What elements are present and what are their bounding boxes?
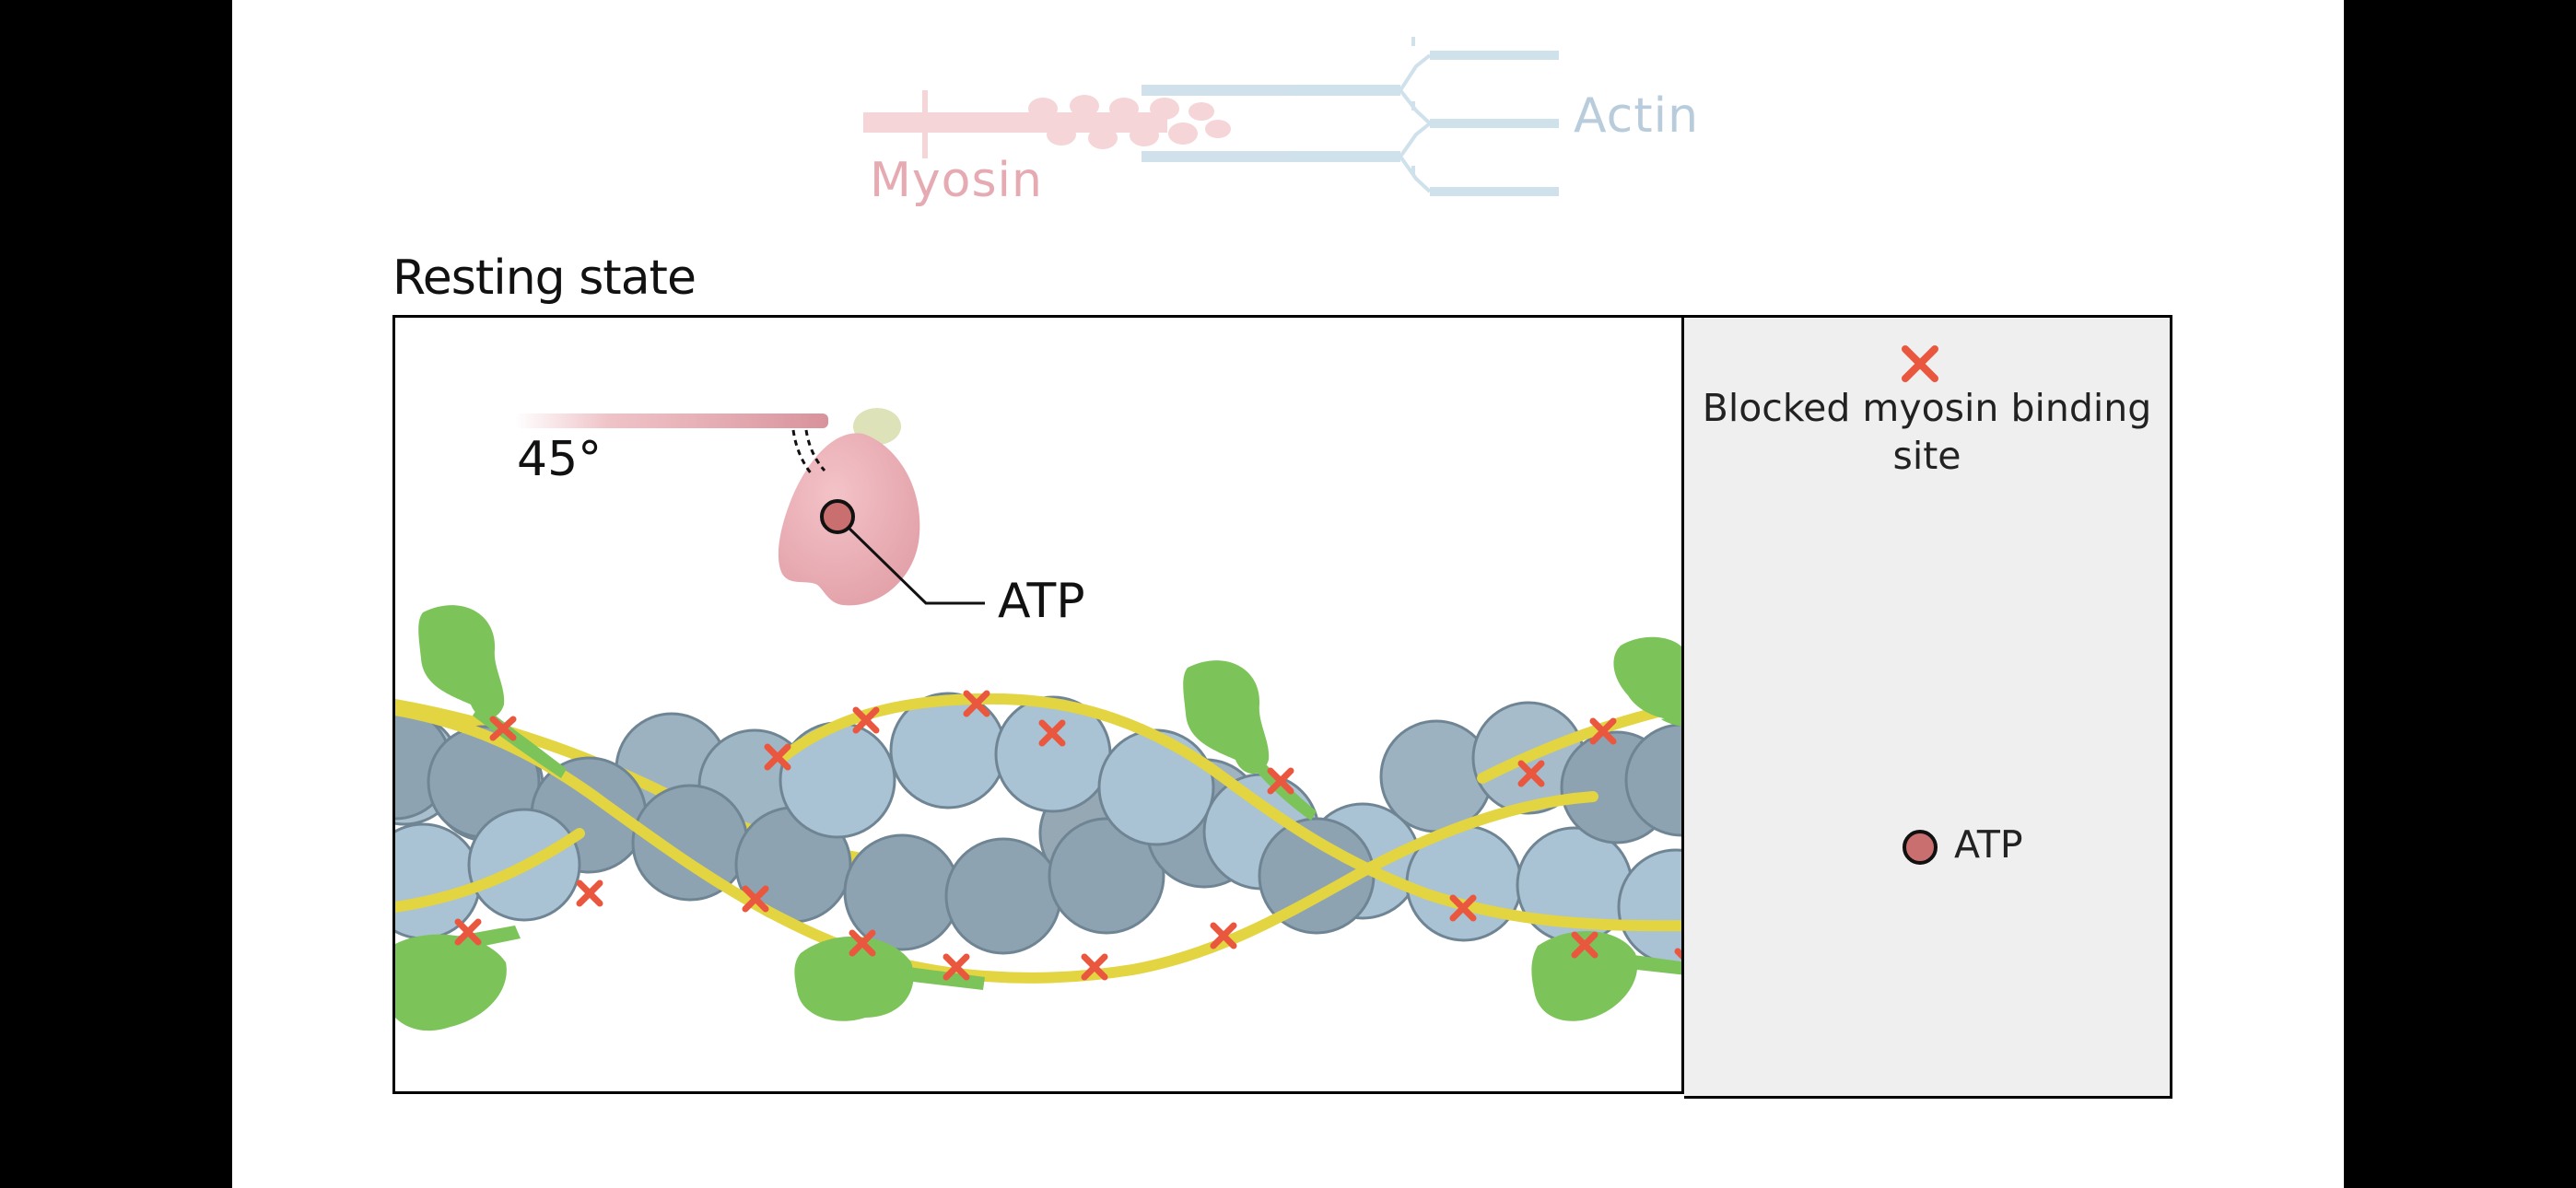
blocked-binding-sites — [454, 690, 1681, 981]
actin-myosin-illustration — [395, 408, 1681, 1031]
slide: Myosin Actin Resting state — [232, 0, 2344, 1188]
actin-strand-lower — [395, 692, 1681, 966]
atp-molecule — [820, 499, 855, 534]
legend-atp-icon — [1903, 830, 1938, 865]
legend-atp-label: ATP — [1954, 822, 2023, 867]
sarcomere-overview-diagram — [863, 37, 1559, 212]
legend-blocked-label: Blocked myosin binding site — [1702, 386, 2152, 478]
myosin-tail — [515, 413, 828, 428]
actin-label: Actin — [1574, 88, 1700, 144]
resting-state-panel: 45° ATP — [392, 315, 1684, 1094]
panel-title: Resting state — [392, 250, 697, 306]
angle-label: 45° — [517, 432, 603, 487]
legend-panel: Blocked myosin binding site ATP — [1684, 315, 2172, 1099]
myosin-label: Myosin — [870, 153, 1043, 208]
troponin-complexes — [395, 605, 1681, 1031]
blocked-site-x-icon — [1902, 345, 1938, 382]
atp-label: ATP — [998, 574, 1085, 629]
